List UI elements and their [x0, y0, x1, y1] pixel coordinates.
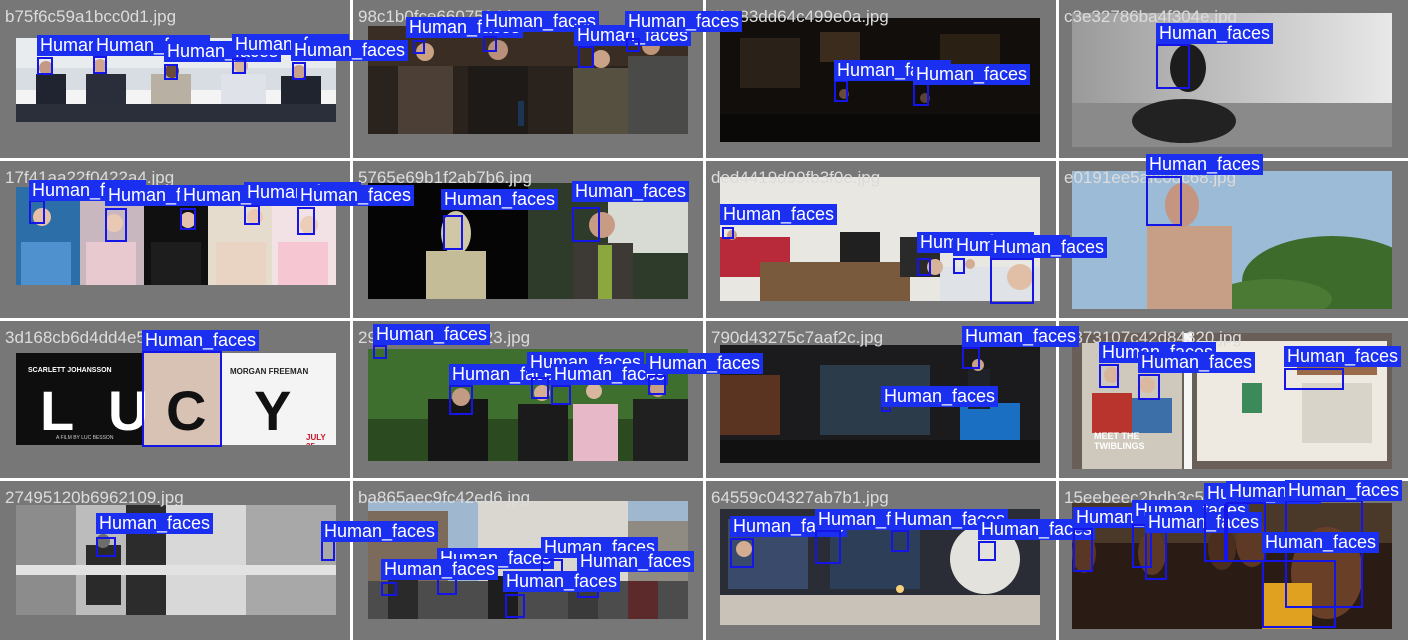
scene-graphic [368, 501, 688, 619]
poster-date: JULY 25 [306, 433, 326, 445]
poster-letter: U [108, 379, 149, 442]
scene-graphic [368, 26, 688, 134]
filename: ded4419d99fb3f0e.jpg [711, 168, 881, 187]
grid-cell: b75f6c59a1bcc0d1.jpg [0, 0, 350, 158]
image-dark-event [720, 345, 1040, 463]
grid-cell: c3e32786ba4f304e.jpg [1059, 0, 1408, 158]
scene-graphic [720, 177, 1040, 301]
filename: 3d168cb6d4dd4e5a.jpg [5, 328, 183, 347]
image-portrait-collage [16, 187, 336, 285]
poster-credit: A FILM BY LUC BESSON [56, 435, 114, 441]
grid-cell: 3d168cb6d4dd4e5a.jpg SCARLETT JOHANSSON … [0, 321, 350, 478]
poster-actor-left: SCARLETT JOHANSSON [28, 367, 112, 374]
poster-letter: C [166, 379, 207, 442]
scene-graphic [720, 509, 1040, 625]
image-two-women [368, 183, 688, 299]
poster-letter: L [40, 379, 75, 442]
filename: e373107c42d84320.jpg [1064, 328, 1242, 347]
grid-cell: 64559c04327ab7b1.jpg [706, 481, 1056, 640]
filename: 17f41aa22f0422a4.jpg [5, 168, 175, 187]
image-dark-bar [720, 18, 1040, 142]
filename: b75f6c59a1bcc0d1.jpg [5, 7, 177, 26]
scene-graphic [1072, 171, 1392, 309]
filename: 15eebeec2bdb3c54.jpg [1064, 488, 1241, 507]
image-magazine: MEET THE TWIBLINGS [1072, 333, 1392, 469]
filename: 64559c04327ab7b1.jpg [711, 488, 889, 507]
scene-graphic [368, 349, 688, 461]
scene-graphic [16, 505, 336, 615]
image-shirtless-man-sky [1072, 171, 1392, 309]
filename: 5765e69b1f2ab7b6.jpg [358, 168, 532, 187]
image-crowd-green [368, 349, 688, 461]
image-smiling-group [1072, 503, 1392, 629]
poster-letter: Y [254, 379, 292, 442]
grid-cell: 5765e69b1f2ab7b6.jpg [353, 161, 703, 318]
grid-cell: 98c1b0fce6607504.jpg [353, 0, 703, 158]
grid-cell: 27495120b6962109.jpg [0, 481, 350, 640]
grid-cell: 17f41aa22f0422a4.jpg [0, 161, 350, 318]
image-party-room [720, 177, 1040, 301]
filename: 790d43275c7aaf2c.jpg [711, 328, 884, 347]
filename: e0191ee5afc0dc68.jpg [1064, 168, 1237, 187]
grid-cell: e0191ee5afc0dc68.jpg [1059, 161, 1408, 318]
scene-graphic [16, 187, 336, 285]
scene-graphic [1072, 503, 1392, 629]
image-grey-sculpture [1072, 13, 1392, 147]
filename: 4be83dd64c499e0a.jpg [711, 7, 889, 26]
grid-cell: ba865aec9fc42ed6.jpg [353, 481, 703, 640]
grid-cell: ded4419d99fb3f0e.jpg [706, 161, 1056, 318]
grid-cell: 15eebeec2bdb3c54.jpg [1059, 481, 1408, 640]
image-display-wall [720, 509, 1040, 625]
filename: 29f63cc5a5ea8923.jpg [358, 328, 531, 347]
scene-graphic [720, 18, 1040, 142]
image-panel-meeting [16, 38, 336, 122]
image-panel-discussion [368, 26, 688, 134]
image-subway-bw [16, 505, 336, 615]
filename: 98c1b0fce6607504.jpg [358, 7, 531, 26]
scene-graphic [368, 183, 688, 299]
filename: 27495120b6962109.jpg [5, 488, 184, 507]
image-movie-poster: SCARLETT JOHANSSON MORGAN FREEMAN L U C … [16, 353, 336, 445]
grid-cell: 29f63cc5a5ea8923.jpg [353, 321, 703, 478]
scene-graphic [16, 38, 336, 122]
grid-cell: 790d43275c7aaf2c.jpg [706, 321, 1056, 478]
magazine-cover-title: MEET THE TWIBLINGS [1094, 431, 1145, 451]
grid-cell: e373107c42d84320.jpg MEET THE TWIBLINGS [1059, 321, 1408, 478]
image-city-street [368, 501, 688, 619]
filename: c3e32786ba4f304e.jpg [1064, 7, 1237, 26]
filename: ba865aec9fc42ed6.jpg [358, 488, 531, 507]
poster-actor-right: MORGAN FREEMAN [230, 367, 309, 376]
grid-cell: 4be83dd64c499e0a.jpg [706, 0, 1056, 158]
scene-graphic [720, 345, 1040, 463]
scene-graphic [1072, 13, 1392, 147]
